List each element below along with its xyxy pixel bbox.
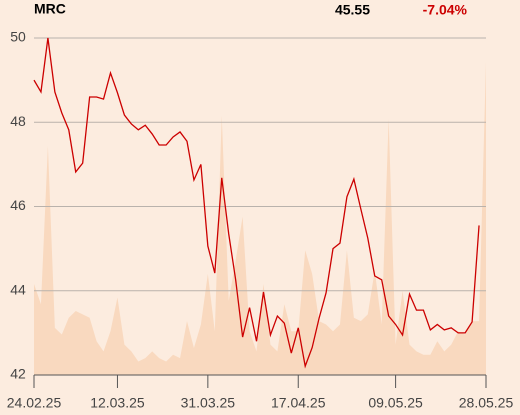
y-tick-label: 44 [10, 281, 26, 297]
y-tick-label: 48 [10, 113, 26, 129]
volume-area [34, 61, 486, 376]
symbol: MRC [34, 1, 66, 17]
price: 45.55 [335, 2, 370, 18]
y-tick-label: 42 [10, 366, 26, 382]
price-line [33, 37, 480, 369]
x-tick-label: 31.03.25 [181, 395, 236, 411]
x-tick-label: 24.02.25 [7, 395, 62, 411]
x-tick-label: 28.05.25 [459, 395, 514, 411]
x-tick-label: 09.05.25 [368, 395, 423, 411]
y-tick-label: 46 [10, 197, 26, 213]
change: -7.04% [423, 2, 468, 18]
y-tick-label: 50 [10, 29, 26, 45]
x-tick-label: 17.04.25 [271, 395, 326, 411]
x-tick-label: 12.03.25 [90, 395, 145, 411]
